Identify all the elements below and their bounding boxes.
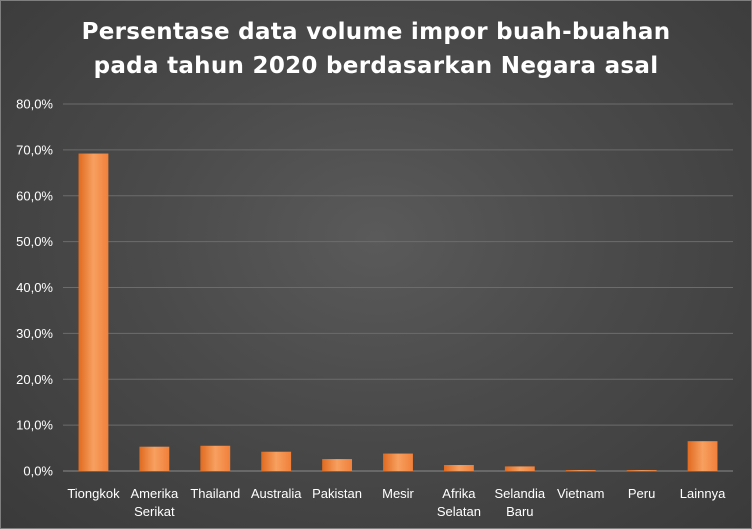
bar [261, 451, 292, 471]
chart-title: Persentase data volume impor buah-buahan… [1, 15, 751, 83]
y-tick-label: 20,0% [16, 372, 53, 387]
x-category-label: Peru [628, 486, 655, 501]
x-category-label: Tiongkok [67, 486, 120, 501]
bar [383, 453, 413, 471]
x-category-label: Mesir [382, 486, 414, 501]
bar [565, 470, 596, 471]
bar [139, 446, 170, 471]
bars [78, 153, 718, 472]
bar [322, 459, 353, 471]
bar [687, 441, 718, 471]
chart-title-line-1: Persentase data volume impor buah-buahan [81, 19, 671, 45]
y-tick-label: 70,0% [16, 142, 53, 157]
chart-title-line-2: pada tahun 2020 berdasarkan Negara asal [93, 53, 659, 79]
x-category-label: Lainnya [680, 486, 726, 501]
gridlines [63, 103, 733, 472]
x-category-label: Vietnam [557, 486, 604, 501]
bar [443, 465, 474, 471]
x-category-label: Afrika Selatan [437, 486, 481, 519]
bar [78, 153, 109, 472]
y-tick-label: 60,0% [16, 188, 53, 203]
x-category-label: Pakistan [312, 486, 362, 501]
y-tick-label: 50,0% [16, 234, 53, 249]
y-tick-label: 80,0% [16, 97, 53, 112]
x-category-label: Thailand [190, 486, 240, 501]
bar [504, 466, 535, 471]
y-axis-ticks: 0,0% 10,0% 20,0% 30,0% 40,0% 50,0% 60,0% 70,0% 8… [16, 97, 53, 479]
y-tick-label: 40,0% [16, 280, 53, 295]
bar [200, 445, 231, 471]
x-category-label: Selandia Baru [495, 486, 546, 519]
x-axis-labels: Tiongkok Amerika Serikat Thailand Australia P… [67, 486, 726, 519]
x-category-label: Amerika Serikat [131, 486, 179, 519]
bar [626, 470, 657, 471]
y-tick-label: 10,0% [16, 418, 53, 433]
y-tick-label: 30,0% [16, 326, 53, 341]
x-category-label: Australia [251, 486, 302, 501]
y-tick-label: 0,0% [23, 464, 53, 479]
